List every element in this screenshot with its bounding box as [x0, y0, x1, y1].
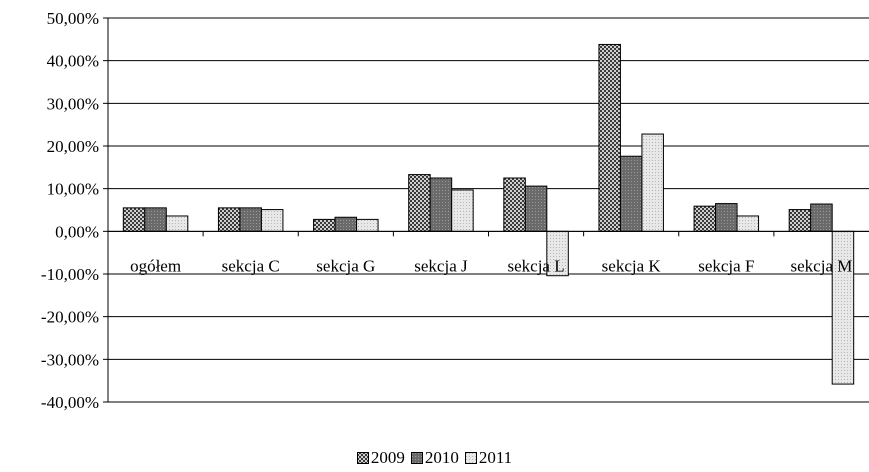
bar-2010 [334, 216, 358, 232]
bar-2009 [217, 207, 241, 232]
x-tick-label: ogółem [130, 256, 181, 275]
legend-item: 2011 [464, 448, 513, 468]
y-tick-label: 10,00% [47, 180, 99, 199]
bar-2011 [260, 209, 284, 232]
bar-2009 [313, 218, 336, 232]
bar-2010 [144, 207, 167, 232]
legend-swatch [356, 452, 369, 464]
x-tick-label: sekcja F [698, 256, 754, 275]
bar-2010 [239, 207, 262, 232]
y-tick-label: 30,00% [47, 94, 99, 113]
legend-label: 2009 [370, 448, 405, 467]
legend-swatch [410, 452, 423, 464]
bar-2009 [788, 209, 812, 232]
x-tick-label: sekcja L [508, 256, 565, 275]
bar-2011 [641, 133, 664, 232]
y-tick-label: 0,00% [55, 222, 99, 241]
x-tick-label: sekcja J [414, 256, 468, 275]
legend: 2009 2010 2011 [0, 448, 869, 469]
bar-2010 [619, 155, 643, 232]
legend-swatch [464, 452, 477, 464]
bar-2010 [715, 203, 738, 232]
bar-2010 [429, 177, 453, 232]
x-tick-label: sekcja C [222, 256, 280, 275]
y-tick-label: -10,00% [41, 265, 99, 284]
bar-2009 [503, 177, 526, 232]
x-tick-label: sekcja M [791, 256, 853, 275]
bar-chart: 50,00% 40,00% 30,00% 20,00% 10,00% 0,00% -10,0… [41, 9, 869, 412]
bars [122, 43, 855, 385]
bar-2009 [598, 43, 621, 232]
bar-2011 [165, 215, 189, 232]
legend-swatch-fill [410, 452, 423, 464]
y-tick-label: -30,00% [41, 350, 99, 369]
y-axis: 50,00% 40,00% 30,00% 20,00% 10,00% 0,00% -10,0… [41, 9, 108, 412]
legend-swatch-fill [464, 452, 477, 464]
x-axis-labels: ogółem sekcja C sekcja G sekcja J sekcja L se… [130, 256, 852, 275]
x-tick-label: sekcja G [316, 256, 375, 275]
y-tick-label: 20,00% [47, 137, 99, 156]
bar-2009 [408, 174, 431, 232]
bar-2010 [524, 185, 548, 232]
y-tick-label: 50,00% [47, 9, 99, 28]
axes [107, 18, 869, 402]
y-tick-label: 40,00% [47, 52, 99, 71]
bar-2011 [831, 230, 855, 385]
legend-label: 2011 [478, 448, 513, 467]
bar-2011 [356, 218, 379, 232]
bar-2009 [122, 207, 146, 232]
bar-2010 [810, 203, 833, 232]
y-tick-label: -20,00% [41, 308, 99, 327]
legend-item: 2009 [356, 448, 405, 468]
bar-2011 [451, 189, 474, 232]
legend-item: 2010 [410, 448, 459, 468]
legend-label: 2010 [424, 448, 459, 467]
x-tick-label: sekcja K [602, 256, 662, 275]
bar-2009 [693, 205, 717, 232]
y-tick-label: -40,00% [41, 393, 99, 412]
legend-swatch-fill [356, 452, 369, 464]
bar-2011 [736, 215, 760, 232]
